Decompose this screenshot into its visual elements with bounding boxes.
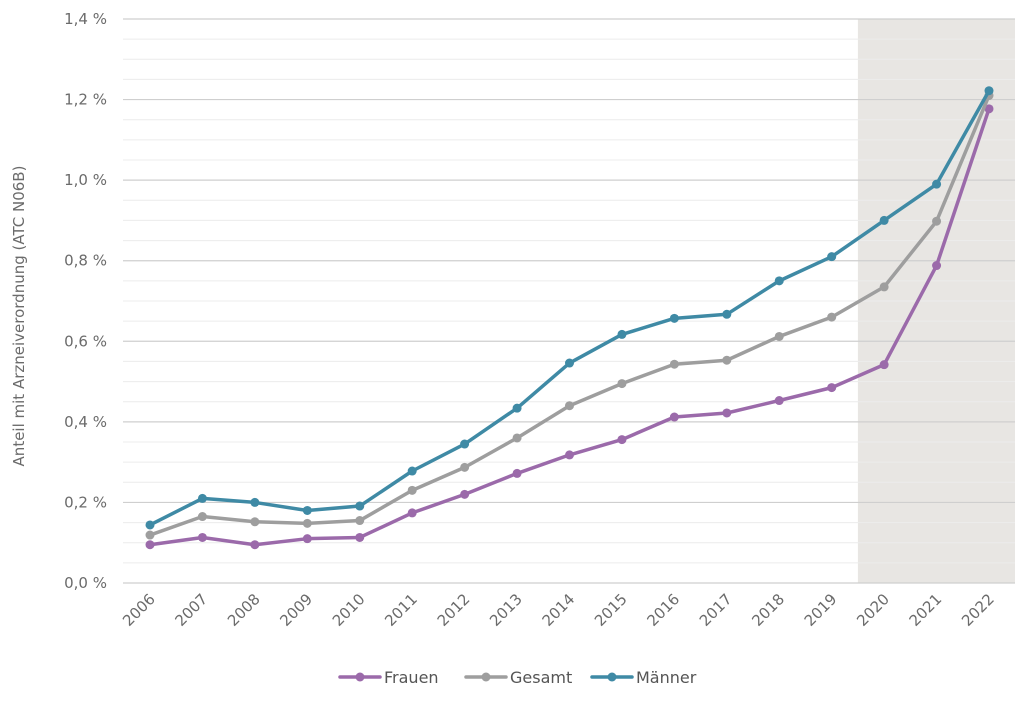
x-tick-label: 2011 [381,590,421,630]
data-point [984,104,994,114]
data-point [774,331,784,341]
data-point [827,312,837,322]
y-axis-title: Anteil mit Arzneiverordnung (ATC N06B) [10,166,28,467]
data-point [512,403,522,413]
y-tick-label: 1,4 % [64,10,107,28]
data-point [565,401,574,411]
legend-label: Männer [636,668,697,687]
data-point [827,252,837,262]
data-point [669,412,679,422]
data-point [565,450,574,460]
legend-item: Männer [590,668,697,687]
x-tick-label: 2009 [276,590,316,630]
x-tick-label: 2013 [486,590,526,630]
series-frauen [145,104,994,550]
data-point [460,439,470,449]
data-point [827,383,837,393]
data-point [879,282,889,292]
data-point [250,497,260,507]
data-point [774,276,784,286]
data-point [984,86,994,96]
x-tick-label: 2022 [958,590,998,630]
x-tick-label: 2012 [434,590,474,630]
x-tick-label: 2018 [748,590,788,630]
data-point [669,359,679,369]
data-point [617,379,627,389]
y-tick-label: 0,6 % [64,332,107,350]
x-axis-ticks: 2006 2007 2008 2009 2010 2011 2012 2013 2014 2015… [119,590,998,630]
data-point [722,355,732,365]
data-point [145,520,155,530]
data-point [722,408,732,418]
data-point [355,501,365,511]
data-point [197,493,207,503]
legend-marker [607,672,617,682]
y-tick-label: 0,8 % [64,252,107,270]
legend-item: Frauen [338,668,439,687]
y-tick-label: 0,4 % [64,413,107,431]
x-tick-label: 2014 [539,590,579,630]
data-point [302,505,312,515]
data-point [302,534,312,544]
y-tick-label: 0,2 % [64,493,107,511]
data-point [302,518,312,528]
series-männer [145,86,994,530]
data-point [512,433,522,443]
data-point [460,489,470,499]
data-point [145,530,155,540]
data-point [250,517,260,527]
x-tick-label: 2007 [172,590,212,630]
data-point [932,216,942,226]
data-point [932,261,942,271]
x-tick-label: 2015 [591,590,631,630]
data-point [460,462,470,472]
data-point [407,485,417,495]
series-gesamt [145,91,994,540]
data-point [617,329,627,339]
data-point [250,540,260,550]
legend: Frauen Gesamt Männer [338,668,697,687]
data-point [617,435,627,445]
y-tick-label: 1,0 % [64,171,107,189]
legend-item: Gesamt [464,668,572,687]
data-point [197,512,207,522]
data-point [407,466,417,476]
y-axis-ticks: 0,0 % 0,2 % 0,4 % 0,6 % 0,8 % 1,0 % 1,2 % 1,4 % [64,10,107,592]
data-point [722,309,732,319]
y-tick-label: 1,2 % [64,91,107,109]
data-point [669,313,679,323]
data-point [879,360,889,370]
legend-marker [355,672,365,682]
data-point [512,468,522,478]
data-point [879,215,889,225]
data-point [407,508,417,518]
x-tick-label: 2010 [329,590,369,630]
data-point [774,396,784,406]
legend-label: Gesamt [510,668,572,687]
x-tick-label: 2008 [224,590,264,630]
data-point [355,532,365,542]
data-point [932,179,942,189]
data-point [565,358,574,368]
x-tick-label: 2020 [853,590,893,630]
data-point [145,540,155,550]
y-tick-label: 0,0 % [64,574,107,592]
x-tick-label: 2017 [696,590,736,630]
series-lines [145,86,994,550]
legend-marker [481,672,491,682]
data-point [355,516,365,526]
x-tick-label: 2016 [643,590,683,630]
x-tick-label: 2019 [801,590,841,630]
legend-label: Frauen [384,668,439,687]
data-point [197,532,207,542]
x-tick-label: 2006 [119,590,159,630]
x-tick-label: 2021 [906,590,946,630]
